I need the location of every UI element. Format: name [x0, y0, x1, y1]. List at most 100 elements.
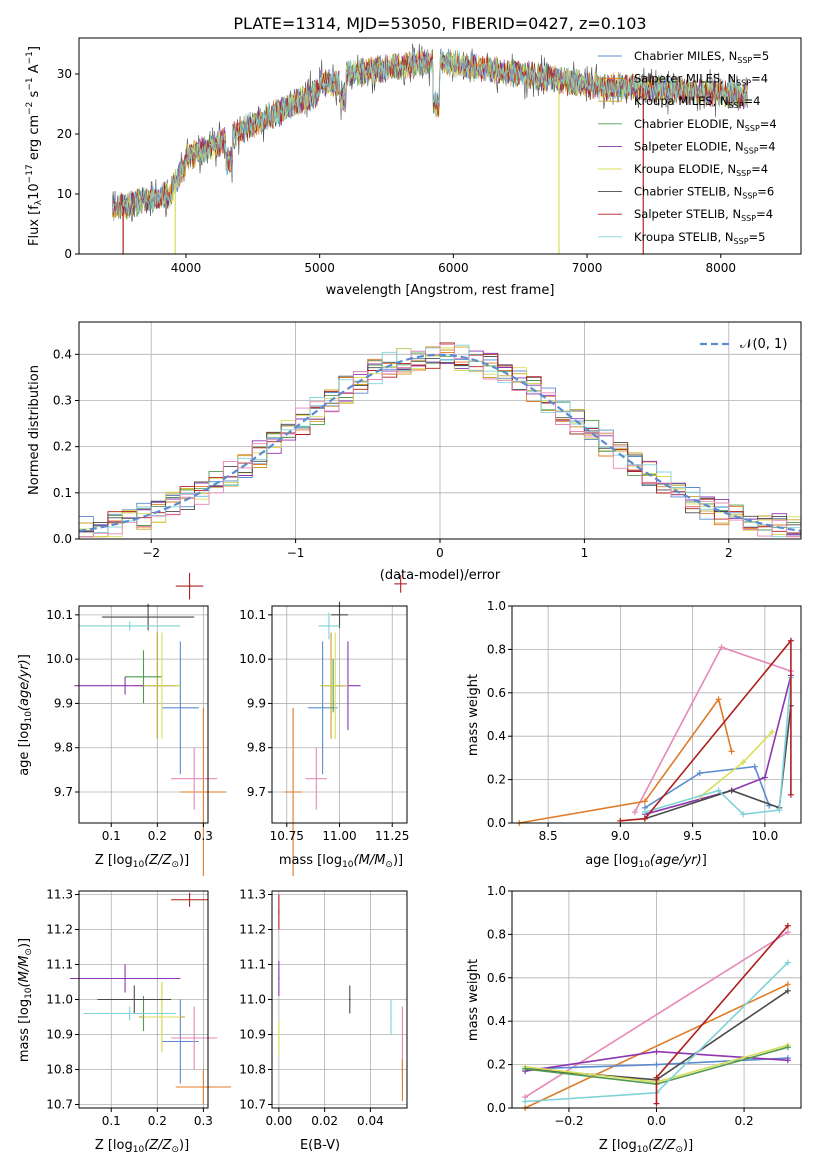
axes-frame: [78, 605, 209, 824]
weight-marker: [787, 637, 794, 644]
x-tick-label: 0.2: [148, 1114, 167, 1128]
y-tick-label: 11.3: [46, 888, 73, 902]
weight-marker: [784, 922, 791, 929]
y-tick-label: 0.4: [53, 347, 72, 361]
residual-histogram-panel: −2 −1 0 1 2 0.0 0.1 0.2 0.3 0.4 𝒩(0, 1) (data-mo…: [27, 321, 802, 583]
y-tick-label: 10.0: [239, 652, 266, 666]
legend-label: Kroupa MILES, NSSP=4: [634, 94, 760, 110]
x-tick-label: 6000: [438, 261, 469, 275]
x-tick-label: −1: [287, 546, 305, 560]
y-tick-label: 0.8: [487, 642, 506, 656]
weight-marker: [784, 981, 791, 988]
legend-label: Kroupa STELIB, NSSP=5: [634, 230, 765, 246]
x-tick-label: 10.0: [752, 829, 779, 843]
weight-marker: [641, 798, 648, 805]
legend-label: Chabrier STELIB, NSSP=6: [634, 185, 774, 201]
y-tick-label: 11.1: [239, 958, 266, 972]
y-tick-label: 0.0: [53, 532, 72, 546]
mass-z-y-label: mass [log10(M/M⊙)]: [17, 938, 34, 1062]
histogram-x-label: (data-model)/error: [380, 568, 501, 583]
x-tick-label: 0.1: [102, 829, 121, 843]
weight-marker: [696, 770, 703, 777]
y-tick-label: 9.7: [247, 785, 266, 799]
histogram-y-ticks: 0.0 0.1 0.2 0.3 0.4: [53, 347, 79, 546]
histogram-y-label: Normed distribution: [27, 365, 42, 495]
x-tick-label: 0.3: [194, 1114, 213, 1128]
weight-marker: [728, 787, 735, 794]
y-tick-label: 0.8: [487, 927, 506, 941]
figure-title: PLATE=1314, MJD=53050, FIBERID=0427, z=0…: [233, 14, 646, 33]
weight-marker: [728, 748, 735, 755]
weight-series-line: [620, 638, 792, 822]
y-tick-label: 30: [57, 67, 72, 81]
normal-distribution-curve: [78, 353, 802, 532]
y-tick-label: 0.6: [487, 686, 506, 700]
x-tick-label: 0.3: [194, 829, 213, 843]
weight-marker: [718, 644, 725, 651]
age-vs-metallicity-panel: 0.1 0.2 0.3 9.7 9.8 9.9 10.0 10.1: [46, 572, 227, 877]
x-tick-label: −2: [142, 546, 160, 560]
weight-series-line: [519, 697, 733, 824]
weight-marker: [784, 1044, 791, 1051]
x-tick-label: 0.1: [102, 1114, 121, 1128]
mass-vs-reddening-panel: 0.00 0.02 0.04 10.7 10.8 10.9 11.0 11.1 11.2 11.3: [239, 888, 408, 1128]
weight-marker: [715, 787, 722, 794]
y-tick-label: 11.2: [239, 923, 266, 937]
y-tick-label: 0: [64, 247, 72, 261]
legend-label: Salpeter STELIB, NSSP=4: [634, 207, 773, 223]
weight-marker: [653, 1061, 660, 1068]
x-tick-label: 9.0: [611, 829, 630, 843]
x-tick-label: 0: [436, 546, 444, 560]
x-tick-label: 5000: [304, 261, 335, 275]
weight-marker: [761, 774, 768, 781]
y-tick-label: 0.0: [487, 816, 506, 830]
y-tick-label: 9.7: [54, 785, 73, 799]
x-tick-label: 4000: [171, 261, 202, 275]
x-tick-label: 0.2: [148, 829, 167, 843]
legend-label: Salpeter MILES, NSSP=4: [634, 72, 768, 88]
weight-marker: [715, 696, 722, 703]
weight-age-x-label: age [log10(age/yr)]: [585, 853, 707, 870]
age-z-x-label: Z [log10(Z/Z⊙)]: [95, 853, 189, 870]
x-tick-label: 10.75: [270, 829, 304, 843]
weight-marker: [769, 728, 776, 735]
y-tick-label: 9.8: [54, 741, 73, 755]
weight-marker: [653, 1100, 660, 1107]
age-vs-mass-panel: 10.75 11.00 11.25 9.7 9.8 9.9 10.0 10.1: [239, 575, 409, 877]
spectrum-y-label-main: Flux [f: [27, 205, 42, 246]
spectrum-x-ticks: 4000 5000 6000 7000 8000: [171, 254, 736, 275]
y-tick-label: 0.1: [53, 486, 72, 500]
spectrum-axes-frame: [78, 37, 802, 255]
y-tick-label: 10.9: [239, 1028, 266, 1042]
weight-marker: [631, 809, 638, 816]
x-tick-label: 2: [725, 546, 733, 560]
y-tick-label: 20: [57, 127, 72, 141]
age-mass-x-label: mass [log10(M/M⊙)]: [279, 853, 403, 870]
weight-marker: [784, 929, 791, 936]
y-tick-label: 9.9: [247, 696, 266, 710]
weight-series-line: [699, 731, 773, 798]
weight-marker: [784, 987, 791, 994]
y-tick-label: 10.1: [46, 608, 73, 622]
y-tick-label: 11.2: [46, 923, 73, 937]
x-tick-label: 8000: [706, 261, 737, 275]
y-tick-label: 0.6: [487, 971, 506, 985]
y-tick-label: 0.0: [487, 1101, 506, 1115]
weight-marker: [784, 959, 791, 966]
y-tick-label: 0.2: [53, 440, 72, 454]
y-tick-label: 1.0: [487, 599, 506, 613]
weight-marker: [751, 763, 758, 770]
x-tick-label: 9.5: [683, 829, 702, 843]
x-tick-label: 0.00: [266, 1114, 293, 1128]
x-tick-label: 11.25: [375, 829, 409, 843]
y-tick-label: 10.8: [239, 1063, 266, 1077]
mass-weight-vs-age-panel: 8.5 9.0 9.5 10.0 0.0 0.2 0.4 0.6 0.8 1.0: [487, 599, 802, 843]
y-tick-label: 10.1: [239, 608, 266, 622]
y-tick-label: 10.7: [46, 1098, 73, 1112]
x-tick-label: 7000: [572, 261, 603, 275]
weight-series-line: [644, 705, 792, 820]
y-tick-label: 9.9: [54, 696, 73, 710]
spectrum-legend: Chabrier MILES, NSSP=5 Salpeter MILES, NS…: [598, 49, 777, 246]
weight-marker: [653, 1074, 660, 1081]
